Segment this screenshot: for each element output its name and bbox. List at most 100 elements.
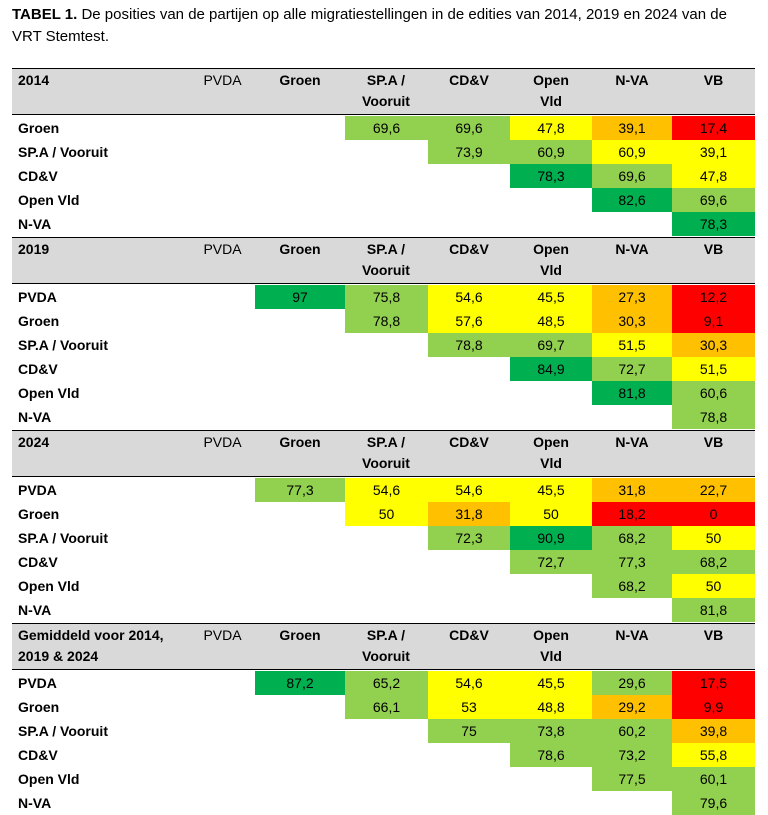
cell: 72,3: [428, 526, 510, 550]
cell: 75: [428, 719, 510, 743]
cell: 39,1: [592, 116, 672, 140]
cell: 77,3: [255, 478, 345, 502]
cell: 30,3: [592, 309, 672, 333]
cell: 57,6: [428, 309, 510, 333]
column-header: VB: [703, 241, 724, 257]
cell: 81,8: [672, 598, 755, 622]
row-label: PVDA: [18, 482, 57, 498]
row-label: SP.A / Vooruit: [18, 530, 108, 546]
row-label: CD&V: [18, 747, 58, 763]
column-header: SP.A / Vooruit: [362, 434, 410, 471]
cell: 51,5: [592, 333, 672, 357]
cell: 69,6: [592, 164, 672, 188]
cell: 73,9: [428, 140, 510, 164]
row-label: CD&V: [18, 361, 58, 377]
column-header: VB: [703, 72, 724, 88]
row-label: SP.A / Vooruit: [18, 144, 108, 160]
row-label: PVDA: [18, 289, 57, 305]
cell: 69,6: [345, 116, 428, 140]
column-header: Open Vld: [533, 627, 569, 664]
row-label: Open Vld: [18, 578, 80, 594]
cell: 54,6: [428, 671, 510, 695]
cell: 45,5: [510, 478, 592, 502]
cell: 72,7: [510, 550, 592, 574]
cell: 87,2: [255, 671, 345, 695]
cell: 73,2: [592, 743, 672, 767]
cell: 97: [255, 285, 345, 309]
cell: 53: [428, 695, 510, 719]
cell: 78,3: [510, 164, 592, 188]
caption: TABEL 1. De posities van de partijen op …: [12, 4, 752, 48]
row-label: PVDA: [18, 675, 57, 691]
header-row: [12, 68, 755, 115]
caption-label: TABEL 1.: [12, 6, 78, 23]
cell: 39,8: [672, 719, 755, 743]
cell: 73,8: [510, 719, 592, 743]
cell: 54,6: [428, 285, 510, 309]
cell: 39,1: [672, 140, 755, 164]
cell: 90,9: [510, 526, 592, 550]
row-label: N-VA: [18, 216, 52, 232]
column-header: N-VA: [615, 627, 649, 643]
cell: 75,8: [345, 285, 428, 309]
row-label: Open Vld: [18, 385, 80, 401]
cell: 78,8: [672, 405, 755, 429]
block-title: Gemiddeld voor 2014, 2019 & 2024: [18, 627, 164, 664]
column-header: CD&V: [449, 434, 489, 450]
cell: 51,5: [672, 357, 755, 381]
row-label: SP.A / Vooruit: [18, 337, 108, 353]
cell: 60,1: [672, 767, 755, 791]
column-header: N-VA: [615, 434, 649, 450]
cell: 72,7: [592, 357, 672, 381]
row-label: Groen: [18, 699, 60, 715]
cell: 60,2: [592, 719, 672, 743]
block-title: 2024: [18, 434, 50, 450]
column-header: Open Vld: [533, 241, 569, 278]
cell: 68,2: [592, 526, 672, 550]
cell: 47,8: [672, 164, 755, 188]
cell: 27,3: [592, 285, 672, 309]
row-label: Groen: [18, 120, 60, 136]
cell: 79,6: [672, 791, 755, 815]
cell: 9,1: [672, 309, 755, 333]
cell: 54,6: [345, 478, 428, 502]
cell: 48,8: [510, 695, 592, 719]
column-header: CD&V: [449, 241, 489, 257]
column-header: Groen: [279, 627, 321, 643]
column-header: CD&V: [449, 72, 489, 88]
row-label: CD&V: [18, 554, 58, 570]
cell: 45,5: [510, 671, 592, 695]
column-header: PVDA: [203, 627, 242, 643]
cell: 48,5: [510, 309, 592, 333]
cell: 17,5: [672, 671, 755, 695]
column-header: SP.A / Vooruit: [362, 241, 410, 278]
cell: 82,6: [592, 188, 672, 212]
cell: 60,9: [510, 140, 592, 164]
column-header: N-VA: [615, 241, 649, 257]
column-header: PVDA: [203, 72, 242, 88]
cell: 78,8: [428, 333, 510, 357]
cell: 45,5: [510, 285, 592, 309]
caption-text: De posities van de partijen op alle migr…: [12, 6, 727, 45]
column-header: VB: [703, 627, 724, 643]
column-header: Open Vld: [533, 434, 569, 471]
cell: 69,7: [510, 333, 592, 357]
cell: 66,1: [345, 695, 428, 719]
row-label: CD&V: [18, 168, 58, 184]
cell: 69,6: [428, 116, 510, 140]
row-label: Open Vld: [18, 192, 80, 208]
cell: 55,8: [672, 743, 755, 767]
cell: 54,6: [428, 478, 510, 502]
cell: 31,8: [428, 502, 510, 526]
row-label: N-VA: [18, 602, 52, 618]
cell: 17,4: [672, 116, 755, 140]
block-title: 2019: [18, 241, 50, 257]
column-header: SP.A / Vooruit: [362, 627, 410, 664]
column-header: Open Vld: [533, 72, 569, 109]
cell: 78,3: [672, 212, 755, 236]
cell: 29,6: [592, 671, 672, 695]
cell: 50: [345, 502, 428, 526]
header-row: [12, 623, 755, 670]
cell: 60,9: [592, 140, 672, 164]
